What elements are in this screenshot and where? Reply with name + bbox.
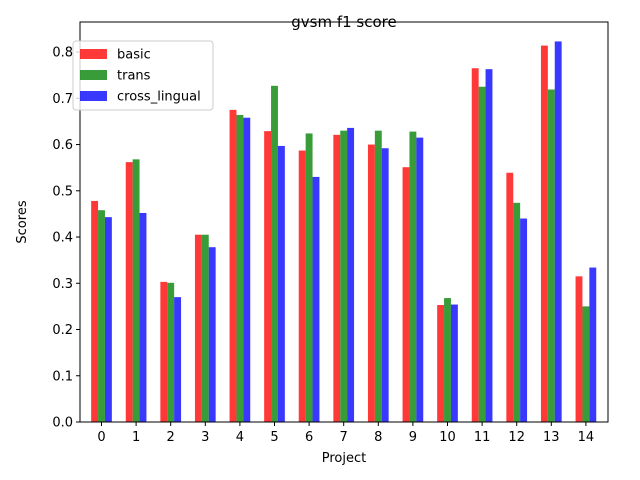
bar-cross_lingual-12	[520, 218, 528, 422]
x-tick-label: 9	[409, 430, 417, 445]
x-tick-label: 12	[508, 430, 525, 445]
x-tick-label: 2	[167, 430, 175, 445]
x-tick-label: 5	[270, 430, 278, 445]
bar-cross_lingual-14	[589, 267, 597, 422]
y-tick-label: 0.4	[52, 231, 73, 246]
y-tick-label: 0.5	[52, 184, 73, 199]
legend-box	[72, 40, 214, 111]
bar-cross_lingual-5	[277, 145, 285, 422]
bar-basic-3	[194, 234, 202, 422]
bars-group	[91, 41, 597, 423]
bar-trans-7	[340, 130, 348, 423]
bar-cross_lingual-3	[208, 247, 216, 422]
bar-trans-9	[409, 131, 417, 422]
bar-cross_lingual-0	[104, 217, 112, 422]
legend-label-cross_lingual: cross_lingual	[117, 90, 201, 105]
x-axis: 0 1 2 3 4 5 6 7 8 9 10 11 12 13 14	[97, 422, 594, 445]
x-tick-label: 0	[97, 430, 105, 445]
bar-cross_lingual-1	[139, 212, 147, 422]
legend-swatch-cross_lingual	[80, 91, 107, 101]
bar-cross_lingual-4	[243, 117, 251, 422]
x-tick-label: 7	[340, 430, 348, 445]
bar-basic-9	[402, 167, 410, 422]
bar-trans-11	[478, 86, 486, 423]
y-axis: 0.0 0.1 0.2 0.3 0.4 0.5 0.6 0.7 0.8	[52, 46, 80, 431]
bar-cross_lingual-6	[312, 176, 320, 422]
y-tick-label: 0.2	[52, 323, 73, 338]
legend-swatch-basic	[80, 49, 107, 59]
bar-trans-8	[374, 130, 382, 423]
bar-cross_lingual-11	[485, 69, 493, 423]
x-tick-label: 1	[132, 430, 140, 445]
y-tick-label: 0.1	[52, 369, 73, 384]
bar-basic-10	[437, 305, 445, 422]
legend: basic trans cross_lingual	[72, 40, 214, 111]
bar-trans-5	[271, 85, 278, 422]
bar-basic-0	[91, 200, 99, 422]
x-tick-label: 11	[474, 430, 491, 445]
y-tick-label: 0.6	[52, 138, 73, 153]
bar-basic-12	[506, 172, 514, 422]
bar-trans-0	[98, 210, 105, 422]
x-tick-label: 6	[305, 430, 313, 445]
bar-basic-1	[125, 162, 133, 422]
bar-trans-10	[444, 298, 451, 422]
legend-label-trans: trans	[117, 69, 151, 84]
bar-cross_lingual-7	[347, 127, 355, 423]
bar-trans-12	[513, 202, 521, 422]
bar-trans-3	[201, 234, 209, 422]
bar-trans-4	[236, 114, 244, 422]
bar-trans-14	[582, 306, 590, 422]
bar-trans-6	[305, 133, 313, 422]
bar-basic-5	[264, 131, 272, 422]
bar-trans-13	[547, 89, 555, 422]
bar-basic-8	[367, 144, 375, 423]
x-axis-label: Project	[322, 451, 366, 466]
legend-label-basic: basic	[117, 48, 151, 63]
bar-basic-2	[160, 281, 168, 422]
x-tick-label: 8	[374, 430, 382, 445]
y-axis-label: Scores	[15, 200, 30, 243]
y-tick-label: 0.7	[52, 92, 73, 107]
y-tick-label: 0.3	[52, 277, 73, 292]
bar-cross_lingual-13	[554, 41, 562, 423]
x-tick-label: 4	[236, 430, 244, 445]
x-tick-label: 10	[439, 430, 456, 445]
bar-cross_lingual-10	[450, 304, 458, 422]
bar-trans-1	[132, 159, 140, 422]
bar-basic-14	[575, 276, 583, 422]
bar-cross_lingual-9	[416, 137, 424, 423]
bar-trans-2	[167, 282, 175, 422]
y-tick-label: 0.8	[52, 46, 73, 61]
bar-basic-6	[298, 150, 306, 423]
x-tick-label: 3	[201, 430, 209, 445]
bar-basic-4	[229, 109, 237, 423]
x-tick-label: 14	[578, 430, 595, 445]
bar-basic-13	[540, 45, 548, 422]
y-tick-label: 0.0	[52, 416, 73, 431]
bar-cross_lingual-8	[381, 148, 389, 423]
bar-basic-7	[333, 134, 341, 422]
bar-cross_lingual-2	[174, 297, 182, 422]
x-tick-label: 13	[543, 430, 560, 445]
plot-frame	[79, 21, 609, 423]
legend-swatch-trans	[80, 70, 107, 80]
bar-basic-11	[471, 68, 479, 423]
